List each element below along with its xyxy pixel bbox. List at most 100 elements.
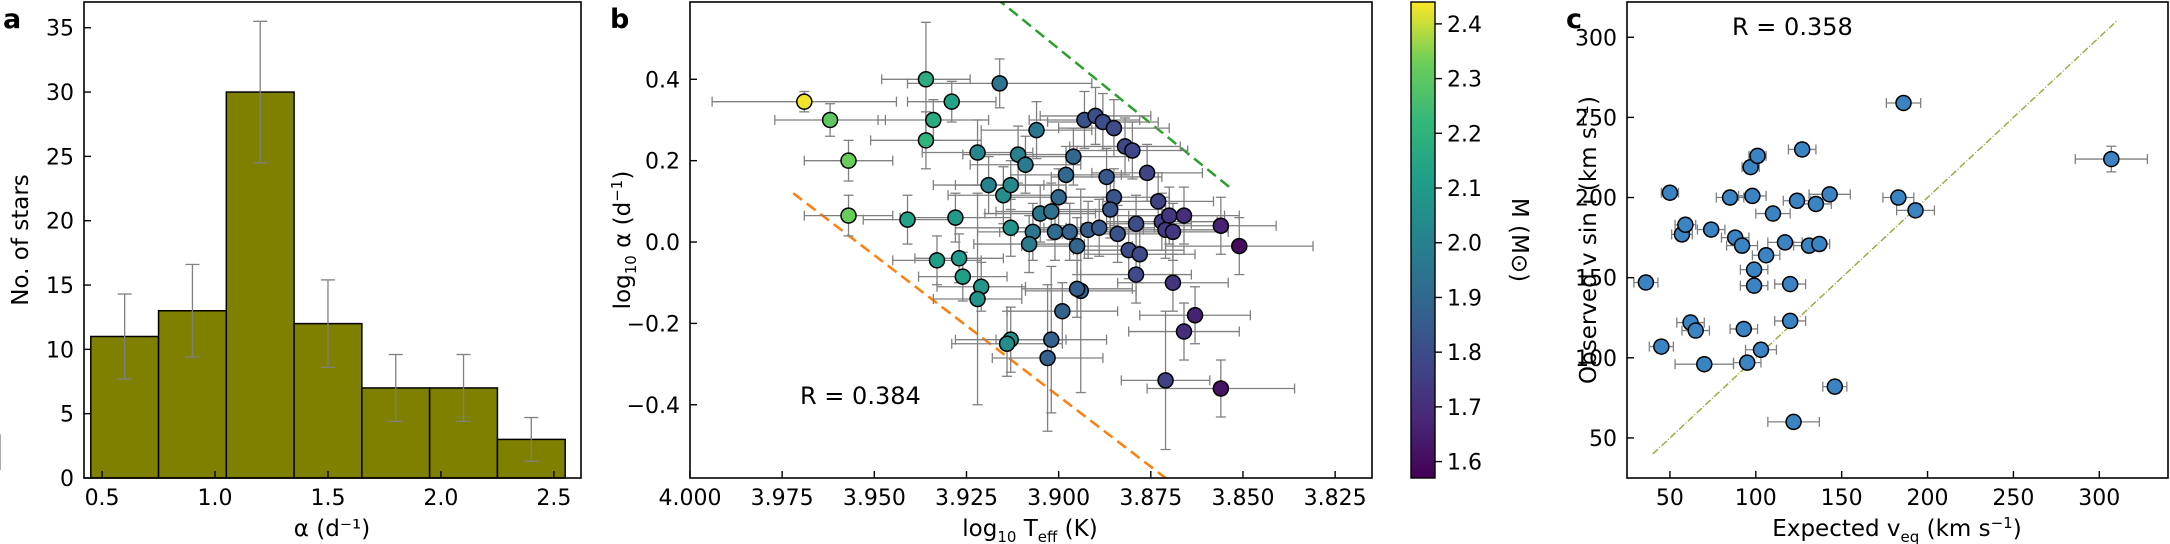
data-point-b [1068, 280, 1086, 298]
x-tick-label-b: 3.875 [1119, 486, 1182, 511]
correlation-annotation-b: R = 0.384 [800, 382, 921, 410]
data-point-b [1127, 215, 1145, 232]
data-point-c [1907, 202, 1924, 219]
y-tick-label-a: 15 [46, 274, 74, 299]
data-point-c [1776, 234, 1794, 251]
y-tick-label-c: 300 [1575, 26, 1617, 51]
histogram-error-bars [0, 20, 539, 471]
colorbar-tick-label: 2.3 [1447, 68, 1482, 93]
data-point-b [1231, 237, 1248, 255]
data-point-b [1127, 266, 1145, 283]
axes-ticks-b: 4.000 3.975 3.950 3.925 3.900 3.875 3.850 3.825… [627, 68, 1367, 511]
data-point-b [943, 93, 960, 110]
data-point-b [1090, 219, 1108, 237]
data-point-c [1895, 94, 1912, 112]
y-axis-label-a: No. of stars [8, 174, 34, 306]
y-tick-label-b: −0.2 [627, 312, 680, 337]
colorbar-tick-label: 1.9 [1447, 286, 1482, 311]
x-tick-label-b: 3.825 [1304, 486, 1367, 511]
data-point-b [917, 132, 935, 149]
y-tick-label-a: 5 [60, 403, 74, 428]
y-tick-label-c: 50 [1589, 427, 1617, 452]
x-tick-label-c: 50 [1656, 486, 1684, 511]
scatter-error-bars-c [1633, 95, 2149, 429]
data-point-c [1653, 338, 1670, 355]
correlation-annotation-c: R = 0.358 [1732, 13, 1853, 41]
y-tick-label-b: −0.4 [627, 394, 680, 419]
data-point-c [1752, 341, 1770, 359]
data-point-b [950, 250, 968, 267]
data-point-b [1065, 148, 1082, 165]
data-point-b [1102, 201, 1119, 218]
x-tick-label-a: 2.5 [536, 486, 571, 511]
panel-c: c 50 100 150 200 250 300 50 100 150 200 250 300 R =… [1566, 1, 2169, 544]
data-point-b [1164, 274, 1182, 291]
data-point-b [840, 152, 857, 169]
data-point-c [1764, 205, 1782, 222]
axes-frame-c [1626, 1, 2169, 479]
data-point-b [1138, 164, 1156, 182]
data-point-b [899, 211, 916, 228]
x-axis-label-b: log10 Teff (K) [962, 516, 1097, 544]
data-point-b [1002, 176, 1019, 194]
data-point-b [1212, 380, 1230, 397]
y-tick-label-a: 35 [46, 17, 74, 42]
colorbar-tick-label: 2.2 [1447, 122, 1482, 147]
axes-frame-a [83, 1, 582, 479]
data-point-b [1175, 323, 1193, 340]
x-tick-label-c: 250 [1992, 486, 2034, 511]
data-point-c [1811, 235, 1828, 253]
data-point-b [1157, 372, 1174, 389]
y-axis-label-c: Observed v sin i (km s−1) [1574, 96, 1602, 384]
colorbar-tick-label: 2.1 [1447, 177, 1482, 202]
y-tick-label-a: 20 [46, 210, 74, 235]
data-point-c [1807, 195, 1825, 213]
scatter-points-b [796, 71, 1248, 397]
data-point-b [1054, 302, 1071, 320]
data-point-c [2103, 150, 2120, 168]
data-point-c [1677, 216, 1694, 234]
axes-ticks-c: 50 100 150 200 250 300 50 100 150 200 250 300 [1575, 26, 2120, 511]
axes-ticks-a: 0.5 1.0 1.5 2.0 2.5 0 5 10 15 20 25 30 35 [46, 17, 571, 511]
data-point-c [1749, 147, 1766, 165]
data-point-b [1164, 223, 1182, 241]
data-point-b [1105, 119, 1123, 137]
data-point-b [980, 176, 997, 194]
panel-label-a: a [3, 4, 21, 35]
y-tick-label-c: 200 [1575, 187, 1617, 212]
colorbar-ticks: 1.6 1.7 1.8 1.9 2.0 2.1 2.2 2.3 2.4 [1435, 13, 1482, 476]
y-tick-label-c: 250 [1575, 106, 1617, 131]
data-point-c [1733, 237, 1751, 254]
data-point-b [1186, 307, 1204, 324]
data-point-b [969, 144, 986, 161]
data-point-c [1637, 274, 1655, 291]
y-tick-label-b: 0.2 [645, 150, 680, 175]
data-point-c [1735, 320, 1753, 338]
data-point-b [1131, 245, 1149, 263]
panel-label-c: c [1566, 4, 1582, 35]
data-point-c [1721, 189, 1739, 206]
y-tick-label-c: 150 [1575, 267, 1617, 292]
data-point-b [840, 207, 857, 224]
data-point-c [1821, 186, 1838, 203]
data-point-b [1043, 331, 1060, 348]
x-tick-label-b: 3.975 [751, 486, 814, 511]
data-point-b [998, 335, 1016, 352]
data-point-c [1702, 221, 1720, 238]
data-point-c [1745, 261, 1763, 278]
data-point-b [1061, 223, 1078, 241]
x-tick-label-b: 3.900 [1027, 486, 1090, 511]
colorbar-label: M (M⊙) [1506, 198, 1532, 282]
data-point-b [1212, 217, 1230, 235]
axes-frame-b [689, 1, 1373, 479]
data-point-b [991, 75, 1008, 92]
data-point-c [1745, 277, 1763, 294]
data-point-b [1020, 235, 1038, 253]
data-point-b [1160, 207, 1178, 224]
data-point-b [1149, 193, 1167, 210]
y-tick-label-a: 0 [60, 467, 74, 492]
data-point-b [1057, 166, 1075, 184]
data-point-b [796, 93, 813, 110]
